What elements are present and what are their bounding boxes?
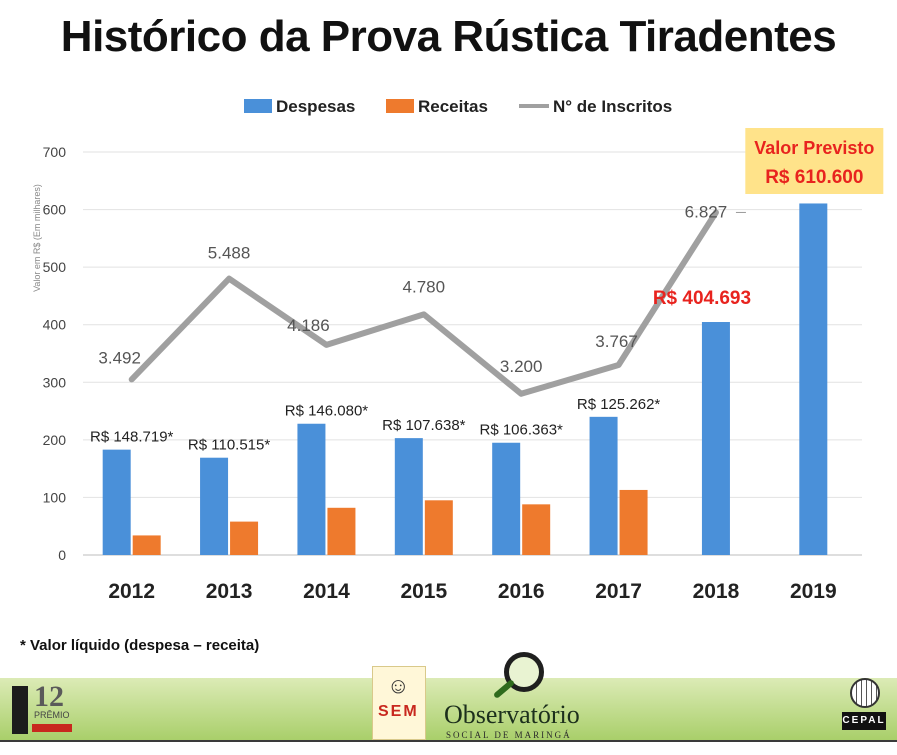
bar-despesas: [701, 322, 730, 555]
bar-data-label: R$ 125.262*: [577, 396, 661, 413]
footnote: * Valor líquido (despesa – receita): [20, 637, 260, 654]
bar-receitas: [424, 500, 453, 555]
bar-despesas: [799, 203, 828, 555]
bar-despesas: [297, 423, 326, 555]
premio-number: 12: [34, 680, 64, 713]
x-tick-label: 2017: [595, 580, 642, 603]
sem-letters: SEM: [378, 703, 419, 720]
cepal-plate: CEPAL: [842, 712, 886, 730]
line-point: [325, 343, 328, 346]
bar-receitas: [327, 507, 356, 555]
observatorio-name: Observatório: [444, 700, 580, 729]
bar-data-label: R$ 146.080*: [285, 403, 369, 420]
y-tick-label: 700: [43, 144, 67, 160]
bar-receitas: [619, 489, 648, 555]
y-axis-label: Valor em R$ (Em milhares): [32, 184, 42, 292]
line-data-label: 4.186: [287, 316, 330, 335]
line-point: [130, 378, 133, 381]
x-tick-label: 2013: [206, 580, 253, 603]
logo-banner: [0, 678, 897, 740]
annotation-line-1: Valor Previsto: [754, 138, 874, 158]
line-data-label: 3.492: [98, 348, 141, 367]
bar-despesas: [589, 416, 618, 555]
magnifier-handle: [492, 678, 516, 700]
bar-receitas: [522, 504, 551, 555]
y-tick-label: 400: [43, 317, 67, 333]
x-tick-label: 2014: [303, 580, 350, 603]
y-tick-label: 200: [43, 432, 67, 448]
bar-despesas: [102, 449, 131, 555]
premio-word: PRÊMIO: [34, 710, 70, 720]
line-point: [520, 392, 523, 395]
y-tick-label: 100: [43, 489, 67, 505]
bar-despesas: [394, 438, 423, 555]
x-tick-label: 2019: [790, 580, 837, 603]
legend-label-0: Despesas: [276, 97, 355, 116]
bar-data-label-highlight: R$ 404.693: [653, 288, 751, 309]
x-tick-label: 2012: [108, 580, 155, 603]
legend-swatch-1: [386, 99, 414, 113]
smiley-icon: ☺: [387, 673, 410, 698]
bar-despesas: [492, 442, 521, 555]
line-point: [422, 313, 425, 316]
line-point: [228, 277, 231, 280]
bar-receitas: [230, 521, 259, 555]
un-emblem-icon: [850, 678, 880, 708]
legend-label-1: Receitas: [418, 97, 488, 116]
pillar-icon: [12, 686, 28, 734]
observatorio-subtitle: SOCIAL DE MARINGÁ: [446, 730, 572, 740]
line-inscritos: [128, 209, 719, 397]
sem-logo: ☺ SEM: [372, 666, 426, 740]
y-tick-label: 0: [58, 547, 66, 563]
bar-despesas: [200, 457, 229, 555]
x-tick-label: 2016: [498, 580, 545, 603]
annotation-box: [745, 128, 884, 194]
line-data-label: 5.488: [208, 244, 251, 263]
observatorio-logo: Observatório SOCIAL DE MARINGÁ: [440, 648, 590, 740]
bar-receitas: [132, 535, 161, 555]
line-point: [714, 211, 717, 214]
cepal-logo: CEPAL: [842, 676, 886, 736]
bar-data-label: R$ 148.719*: [90, 429, 174, 446]
line-data-label: 6.827: [685, 202, 728, 221]
premio-ribbon: [32, 724, 72, 732]
chart: 0 100 200 300 400 500 600 700 Valor em R$ (Em mi…: [32, 97, 884, 603]
x-tick-label: 2018: [693, 580, 740, 603]
line-data-label: 3.767: [595, 332, 638, 351]
legend-swatch-0: [244, 99, 272, 113]
premio-logo: 12 PRÊMIO: [6, 680, 80, 738]
y-tick-label: 300: [43, 374, 67, 390]
bar-data-label: R$ 110.515*: [188, 437, 270, 454]
bar-data-label: R$ 106.363*: [479, 422, 563, 439]
page-title: Histórico da Prova Rústica Tiradentes: [60, 12, 837, 61]
bottom-border: [0, 740, 897, 755]
annotation-line-2: R$ 610.600: [765, 167, 863, 188]
legend-label-2: N° de Inscritos: [553, 97, 672, 116]
line-data-label: 3.200: [500, 357, 543, 376]
bar-data-label: R$ 107.638*: [382, 417, 466, 434]
line-point: [617, 364, 620, 367]
line-data-label: 4.780: [403, 277, 446, 296]
x-tick-label: 2015: [400, 580, 447, 603]
y-tick-label: 500: [43, 259, 67, 275]
y-tick-label: 600: [43, 202, 67, 218]
